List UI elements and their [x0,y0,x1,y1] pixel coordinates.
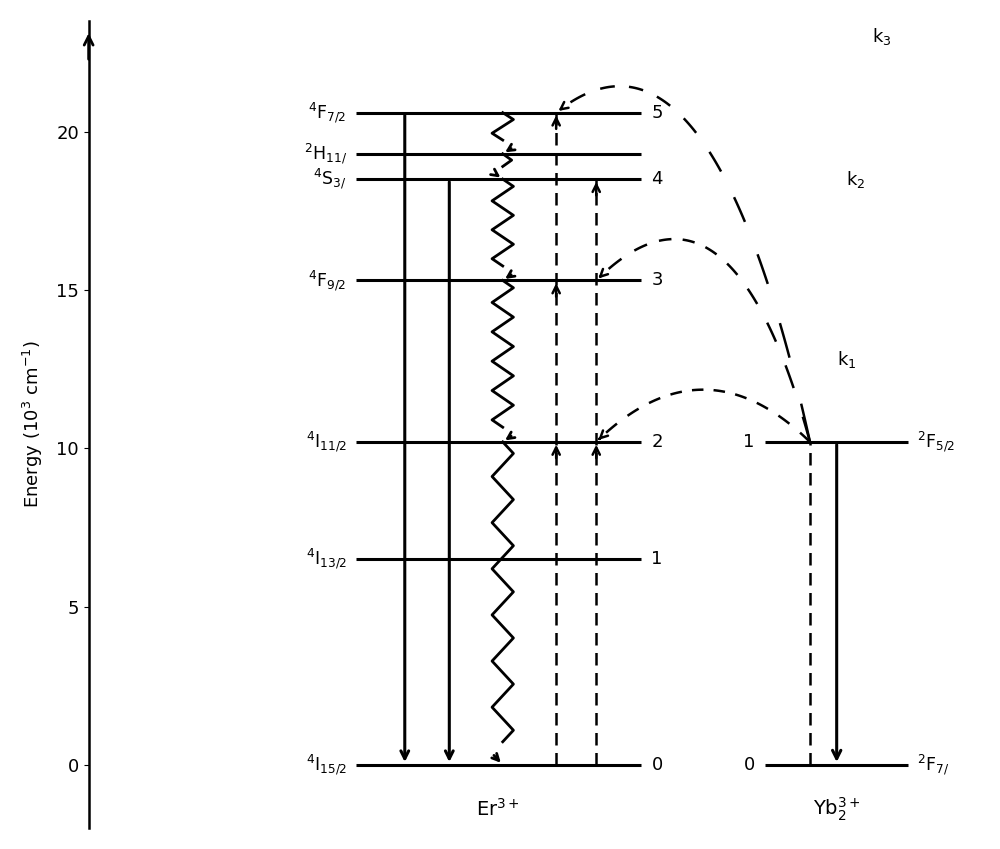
Y-axis label: Energy (10$^3$ cm$^{-1}$): Energy (10$^3$ cm$^{-1}$) [21,340,45,509]
Text: Yb$^{3+}_2$: Yb$^{3+}_2$ [813,796,861,823]
Text: k$_2$: k$_2$ [846,169,865,189]
Text: Er$^{3+}$: Er$^{3+}$ [476,798,520,820]
Text: 1: 1 [743,433,755,451]
Text: $^2$H$_{11/}$: $^2$H$_{11/}$ [304,142,347,166]
Text: 0: 0 [744,756,755,773]
Text: 5: 5 [651,104,663,121]
Text: 3: 3 [651,272,663,290]
Text: $^4$I$_{11/2}$: $^4$I$_{11/2}$ [306,430,347,454]
Text: $^4$F$_{9/2}$: $^4$F$_{9/2}$ [308,268,347,293]
Text: $^2$F$_{5/2}$: $^2$F$_{5/2}$ [917,430,955,454]
Text: 1: 1 [651,550,663,568]
Text: k$_3$: k$_3$ [872,26,892,48]
Text: $^4$F$_{7/2}$: $^4$F$_{7/2}$ [308,100,347,125]
Text: $^4$I$_{15/2}$: $^4$I$_{15/2}$ [306,752,347,777]
Text: $^2$F$_{7/}$: $^2$F$_{7/}$ [917,752,949,777]
Text: $^4$S$_{3/}$: $^4$S$_{3/}$ [313,166,347,192]
Text: 4: 4 [651,170,663,188]
Text: 2: 2 [651,433,663,451]
Text: $^4$I$_{13/2}$: $^4$I$_{13/2}$ [306,547,347,571]
Text: k$_1$: k$_1$ [837,349,856,370]
Text: 0: 0 [651,756,663,773]
